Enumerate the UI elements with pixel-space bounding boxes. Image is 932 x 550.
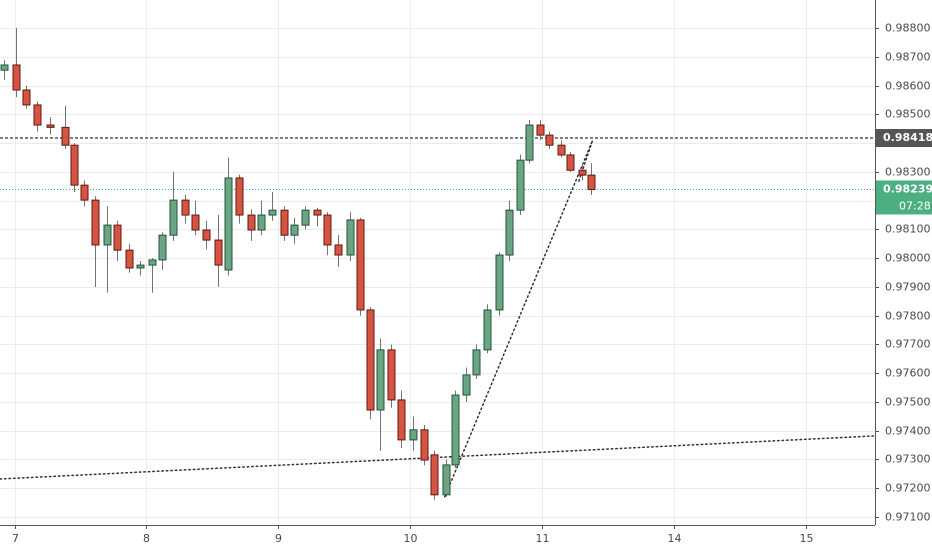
candle-body <box>136 264 145 269</box>
candle-body <box>505 209 514 256</box>
candle-body <box>181 199 190 216</box>
candle-body <box>409 429 418 441</box>
x-tick-label: 9 <box>275 532 282 545</box>
candle-body <box>442 464 451 496</box>
candle-body <box>483 309 492 351</box>
candle-body <box>268 209 277 216</box>
candle-body <box>33 104 42 126</box>
level-label-box <box>876 129 932 148</box>
y-tick-label: 0.98600 <box>885 80 931 93</box>
candle-body <box>420 429 429 461</box>
y-tick-label: 0.97700 <box>885 338 931 351</box>
candles <box>0 28 596 500</box>
level-label: 0.98418 <box>883 131 932 144</box>
y-tick-label: 0.97100 <box>885 511 931 524</box>
y-tick-label: 0.98300 <box>885 166 931 179</box>
x-tick-label: 11 <box>536 532 550 545</box>
price-label: 0.98239 <box>883 182 932 195</box>
candle-body <box>61 126 70 146</box>
candle-body <box>257 214 266 231</box>
candle-body <box>516 159 525 211</box>
candle-body <box>366 309 375 411</box>
candle-body <box>290 224 299 236</box>
y-tick-label: 0.98500 <box>885 108 931 121</box>
candle-body <box>148 259 157 266</box>
candle-body <box>202 229 211 241</box>
price-labels: 0.98418 0.98239 07:28 <box>876 129 932 215</box>
candle-body <box>46 124 55 128</box>
y-tick-label: 0.97800 <box>885 310 931 323</box>
y-tick-label: 0.98700 <box>885 51 931 64</box>
candle-body <box>169 199 178 236</box>
candle-body <box>545 134 554 146</box>
candle-body <box>472 349 481 376</box>
candle-body <box>12 64 21 91</box>
x-tick-label: 14 <box>668 532 682 545</box>
candle-body <box>0 64 9 71</box>
countdown-label: 07:28 <box>899 199 931 212</box>
candle-body <box>247 214 256 231</box>
candle-body <box>536 124 545 136</box>
candle-body <box>158 234 167 261</box>
candle-body <box>125 249 134 269</box>
candle-body <box>280 209 289 236</box>
y-tick-label: 0.97500 <box>885 396 931 409</box>
candle-body <box>91 199 100 246</box>
candle-body <box>587 174 596 190</box>
y-tick-label: 0.98800 <box>885 22 931 35</box>
candle-body <box>525 124 534 161</box>
candle-body <box>224 177 233 271</box>
candle-body <box>301 209 310 226</box>
y-tick-label: 0.98100 <box>885 223 931 236</box>
candle-body <box>495 254 504 311</box>
x-tick-label: 8 <box>143 532 150 545</box>
candle-body <box>397 399 406 441</box>
candle-body <box>22 89 31 106</box>
candle-body <box>334 244 343 256</box>
candle-body <box>346 219 355 256</box>
candle-body <box>323 214 332 246</box>
candle-body <box>113 224 122 251</box>
candle-body <box>557 144 566 156</box>
y-tick-label: 0.98000 <box>885 252 931 265</box>
candle-body <box>376 349 385 411</box>
candle-body <box>214 239 223 266</box>
candle-body <box>103 224 112 246</box>
candle-body <box>191 214 200 231</box>
candle-body <box>313 209 322 216</box>
x-tick-label: 10 <box>404 532 418 545</box>
candle-body <box>387 349 396 401</box>
candle-body <box>235 177 244 216</box>
y-tick-label: 0.97400 <box>885 425 931 438</box>
candle-body <box>70 144 79 186</box>
candle-body <box>356 219 365 311</box>
candle-body <box>80 184 89 201</box>
candle-body <box>451 394 460 466</box>
x-tick-label: 15 <box>800 532 814 545</box>
candle-body <box>578 169 587 176</box>
price-label-box <box>876 180 932 215</box>
candle-body <box>566 154 575 171</box>
x-tick-label: 7 <box>12 532 19 545</box>
y-tick-label: 0.97200 <box>885 482 931 495</box>
candle-body <box>430 454 439 496</box>
grid <box>0 0 875 525</box>
y-tick-label: 0.97300 <box>885 453 931 466</box>
y-tick-label: 0.97600 <box>885 367 931 380</box>
candle-body <box>462 374 471 396</box>
y-tick-label: 0.97900 <box>885 281 931 294</box>
